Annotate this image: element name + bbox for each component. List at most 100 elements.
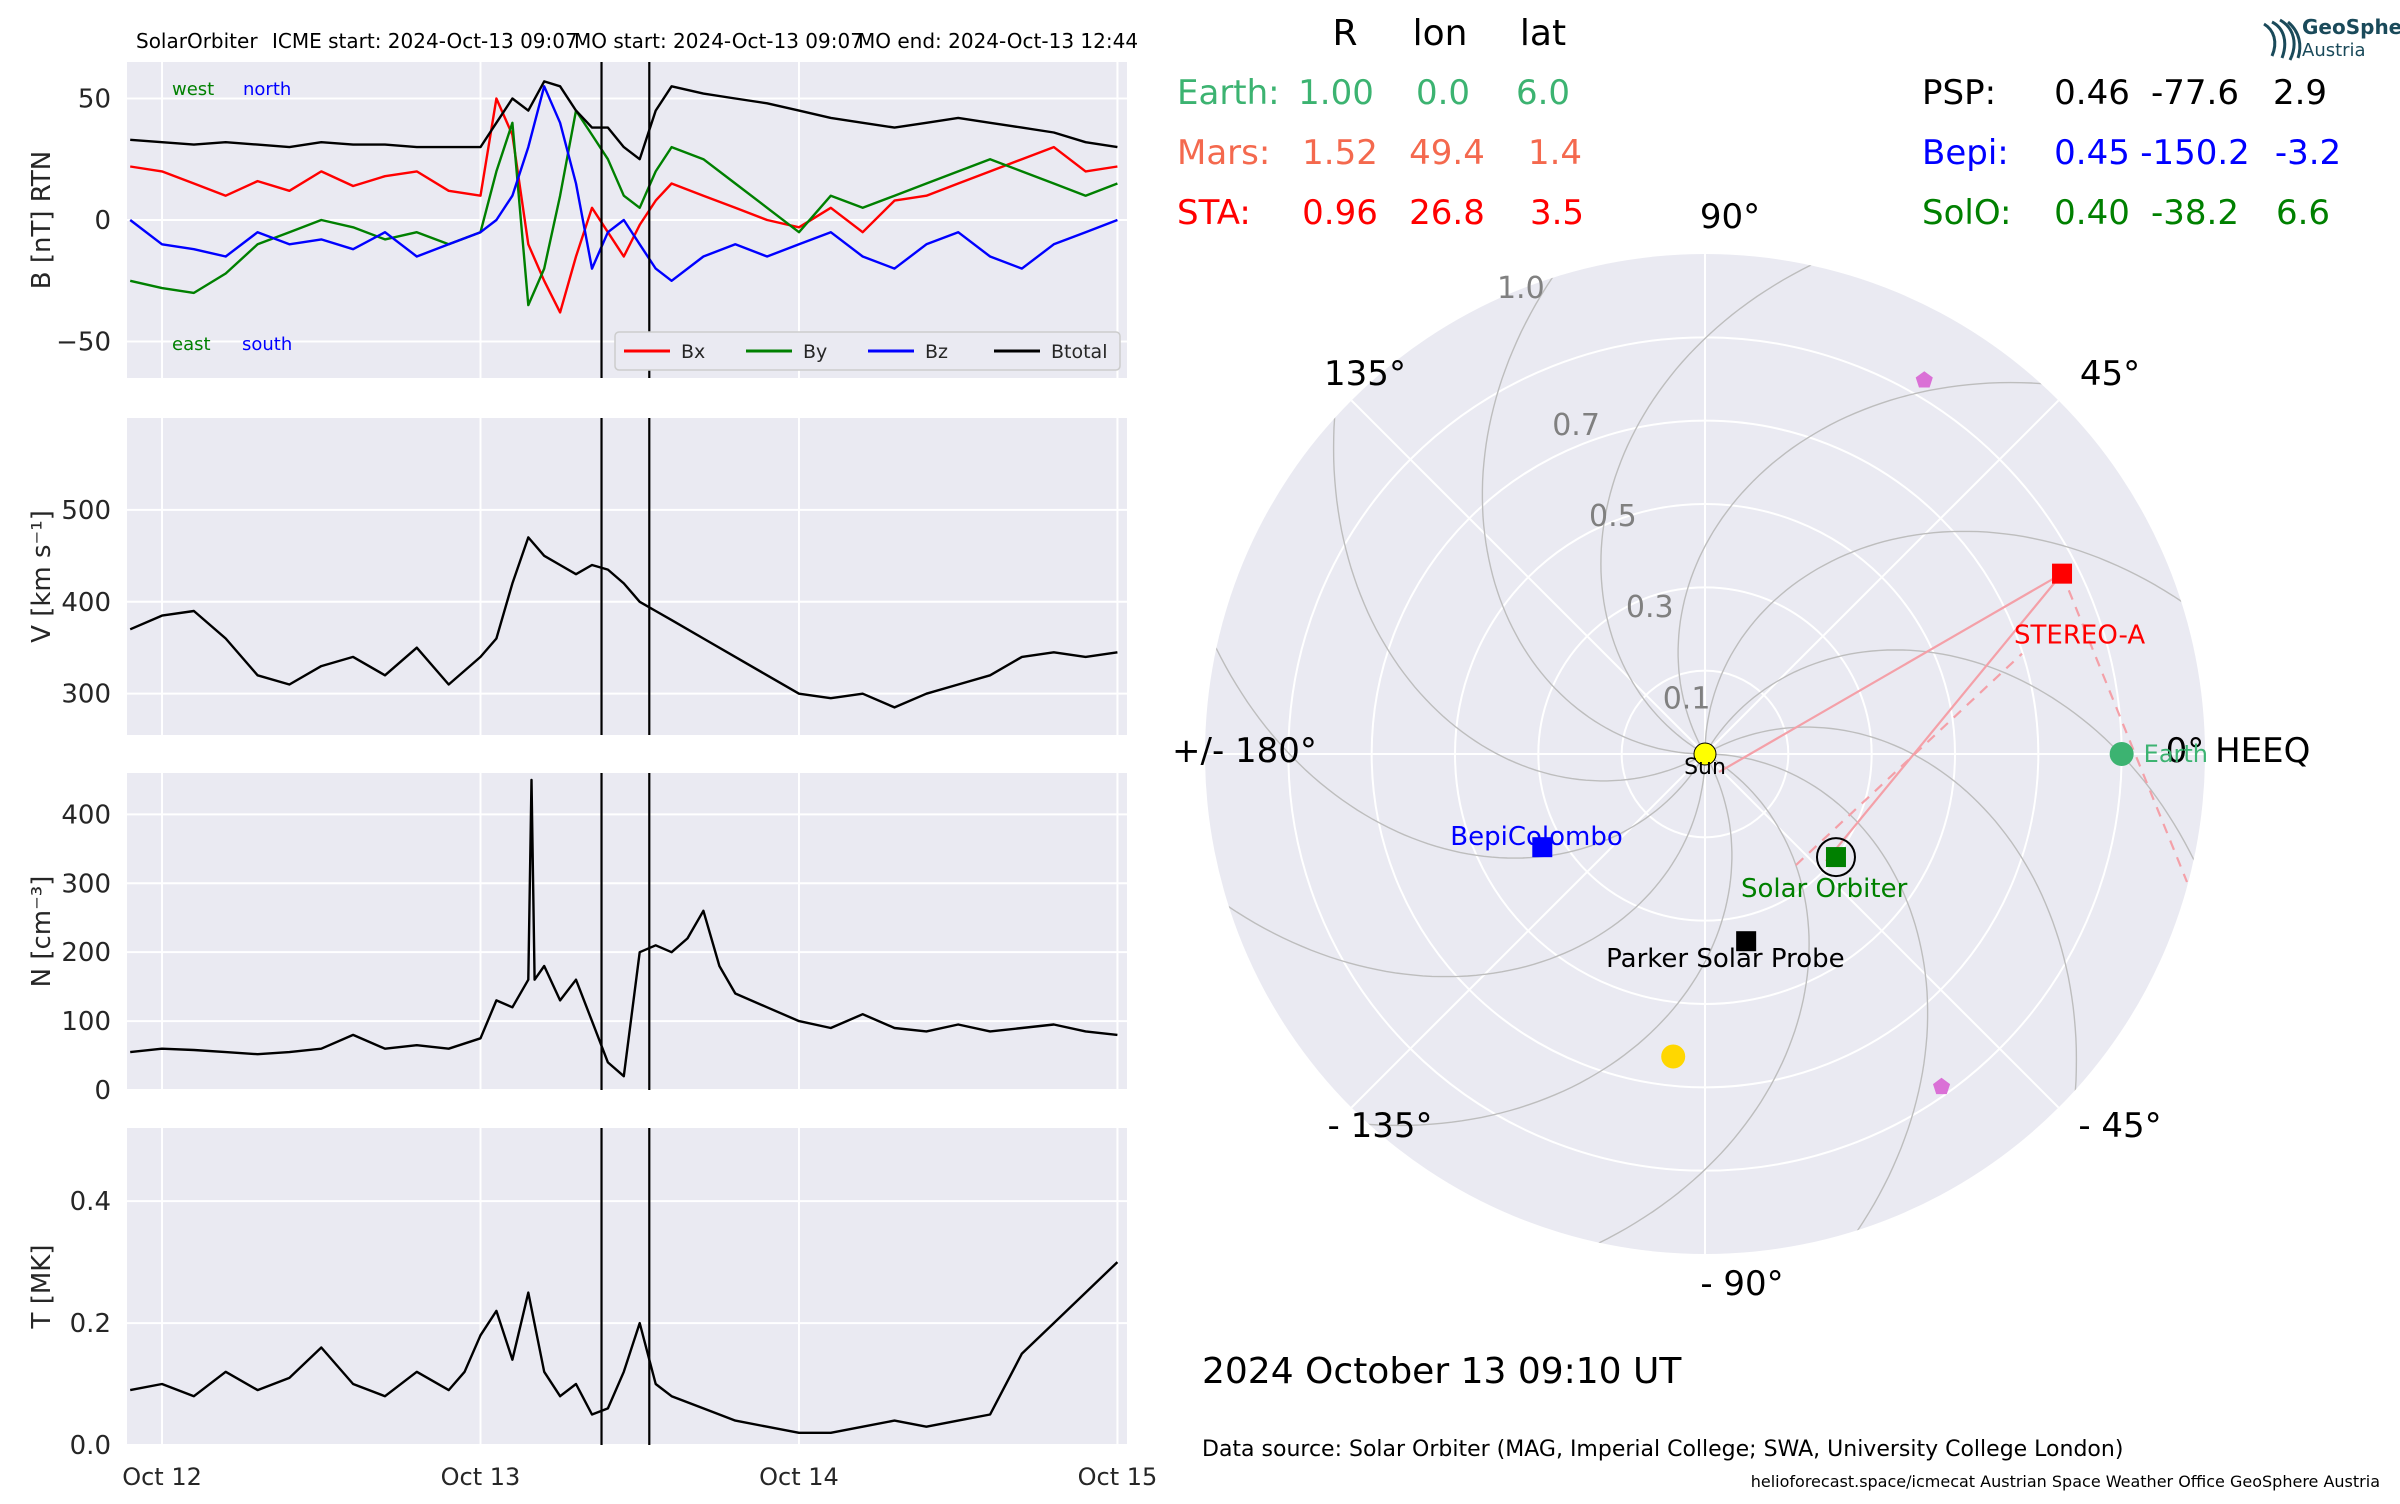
panel-B: 50 0 −50 B [nT] RTN west north east south Bx By Bz… <box>27 62 1127 378</box>
annotation-south: south <box>242 334 292 355</box>
row-psp-lon: -77.6 <box>2151 73 2239 113</box>
parker-spiral <box>1677 381 2110 755</box>
row-mars-lon: 49.4 <box>1409 133 1485 173</box>
panel-B-ytick-label: 0 <box>94 206 111 236</box>
series-B-Bz <box>129 85 1118 282</box>
row-solo-lat: 6.6 <box>2276 193 2330 233</box>
marker-solar-orbiter-ring <box>1815 837 1856 878</box>
row-bepi-lon: -150.2 <box>2140 133 2250 173</box>
legend-label-Bx: Bx <box>681 341 705 363</box>
label-sun: Sun <box>1684 755 1726 780</box>
header-mo-end: MO end: 2024-Oct-13 12:44 <box>858 29 1138 53</box>
xtick-label: Oct 12 <box>122 1463 202 1491</box>
sta-connection-line <box>1718 572 2063 773</box>
polar-r-tick-label: 0.1 <box>1663 681 1711 716</box>
row-sta-lat: 3.5 <box>1530 193 1584 233</box>
annotation-west: west <box>172 79 214 100</box>
xtick-label: Oct 13 <box>441 1463 521 1491</box>
panel-V-ytick-label: 300 <box>61 680 111 710</box>
polar-theta-label: - 90° <box>1700 1264 1783 1304</box>
polar-theta-label: +/- 180° <box>1172 731 1317 771</box>
label-bepicolombo: BepiColombo <box>1450 822 1623 852</box>
table-header-lon: lon <box>1413 13 1468 54</box>
parker-spiral <box>1704 530 2205 755</box>
series-T <box>129 1261 1119 1435</box>
polar-theta-label: 45° <box>2080 354 2140 394</box>
row-bepi-name: Bepi: <box>1922 133 2009 173</box>
panel-B-ytick-label: −50 <box>56 328 111 358</box>
panel-V-ytick-label: 500 <box>61 496 111 526</box>
panel-N-ytick-label: 200 <box>61 938 111 968</box>
sta-dashed-line <box>2061 573 2189 883</box>
polar-grid-spoke <box>1704 399 2060 755</box>
panel-T-ytick-label: 0.0 <box>70 1431 111 1461</box>
panel-V-ytick-label: 400 <box>61 588 111 618</box>
parker-spiral <box>1704 726 2078 1159</box>
marker-solar-orbiter <box>1825 847 1846 868</box>
logo-line1: GeoSphere <box>2302 15 2400 39</box>
marker-pentagon-south <box>1933 1077 1951 1095</box>
series-N <box>130 778 1118 1078</box>
table-header-r: R <box>1332 13 1357 54</box>
parker-spirals <box>1205 254 2205 1254</box>
panel-T: 0.4 0.2 0.0 T [MK] Oct 12 Oct 13 Oct 14 Oct 15 <box>27 1128 1157 1491</box>
parker-spiral <box>1205 584 1706 859</box>
row-earth-r: 1.00 <box>1298 73 1374 113</box>
table-header-lat: lat <box>1520 13 1566 54</box>
panel-B-ytick-label: 50 <box>78 84 111 114</box>
panel-T-ytick-label: 0.2 <box>70 1309 111 1339</box>
row-sta-r: 0.96 <box>1302 193 1378 233</box>
row-psp-r: 0.46 <box>2054 73 2130 113</box>
row-sta-lon: 26.8 <box>1409 193 1485 233</box>
geosphere-logo-icon <box>2263 18 2302 61</box>
polar-r-tick-label: 0.7 <box>1552 408 1600 443</box>
panel-V: 500 400 300 V [km s⁻¹] <box>27 418 1127 735</box>
row-earth-lat: 6.0 <box>1516 73 1570 113</box>
panel-T-background <box>127 1128 1127 1445</box>
legend-label-Btotal: Btotal <box>1051 341 1107 363</box>
polar-r-tick-label: 0.3 <box>1626 590 1674 625</box>
parker-spiral <box>1704 649 2205 924</box>
annotation-north: north <box>243 79 291 100</box>
panel-N-ytick-label: 100 <box>61 1007 111 1037</box>
polar-theta-label: - 135° <box>1328 1106 1433 1146</box>
parker-spiral <box>1205 753 1706 978</box>
panel-N-ytick-label: 400 <box>61 800 111 830</box>
row-earth-lon: 0.0 <box>1416 73 1470 113</box>
panel-N-ytick-label: 300 <box>61 869 111 899</box>
legend: Bx By Bz Btotal <box>614 331 1121 371</box>
series-B-Bx <box>130 97 1118 314</box>
panel-T-ylabel: T [MK] <box>27 1245 57 1330</box>
marker-stereo-a <box>2052 563 2073 584</box>
marker-bepicolombo <box>1532 837 1553 858</box>
panel-V-background <box>127 418 1127 735</box>
row-mars-r: 1.52 <box>1302 133 1378 173</box>
footer-credits: helioforecast.space/icmecat Austrian Spa… <box>1751 1472 2380 1491</box>
panel-N-background <box>127 773 1127 1090</box>
marker-earth <box>2109 742 2134 766</box>
polar-plot: 0.1 0.3 0.5 0.7 1.0 0° HEEQ 45° 90° 135° +/- 180°… <box>1172 197 2310 1304</box>
panel-N: 400 300 200 100 0 N [cm⁻³] <box>27 773 1127 1106</box>
polar-theta-label: 0° HEEQ <box>2166 731 2311 771</box>
parker-spiral <box>1481 254 1706 755</box>
row-sta-name: STA: <box>1177 193 1251 233</box>
series-B-Btotal <box>130 80 1118 161</box>
polar-grid-spoke <box>1350 399 1706 755</box>
legend-box <box>614 331 1121 371</box>
data-source: Data source: Solar Orbiter (MAG, Imperia… <box>1202 1437 2123 1462</box>
row-psp-lat: 2.9 <box>2273 73 2327 113</box>
row-solo-lon: -38.2 <box>2151 193 2239 233</box>
header-icme-start: ICME start: 2024-Oct-13 09:07 <box>272 29 578 53</box>
label-solar-orbiter: Solar Orbiter <box>1741 874 1908 904</box>
row-mars-name: Mars: <box>1177 133 1270 173</box>
legend-label-Bz: Bz <box>925 341 948 363</box>
panel-T-ytick-label: 0.4 <box>70 1187 111 1217</box>
panel-N-ytick-label: 0 <box>94 1076 111 1106</box>
row-psp-name: PSP: <box>1922 73 1996 113</box>
series-B-By <box>129 109 1118 307</box>
row-solo-name: SolO: <box>1922 193 2011 233</box>
parker-spiral <box>1535 753 1810 1254</box>
marker-sun <box>1693 742 1717 766</box>
